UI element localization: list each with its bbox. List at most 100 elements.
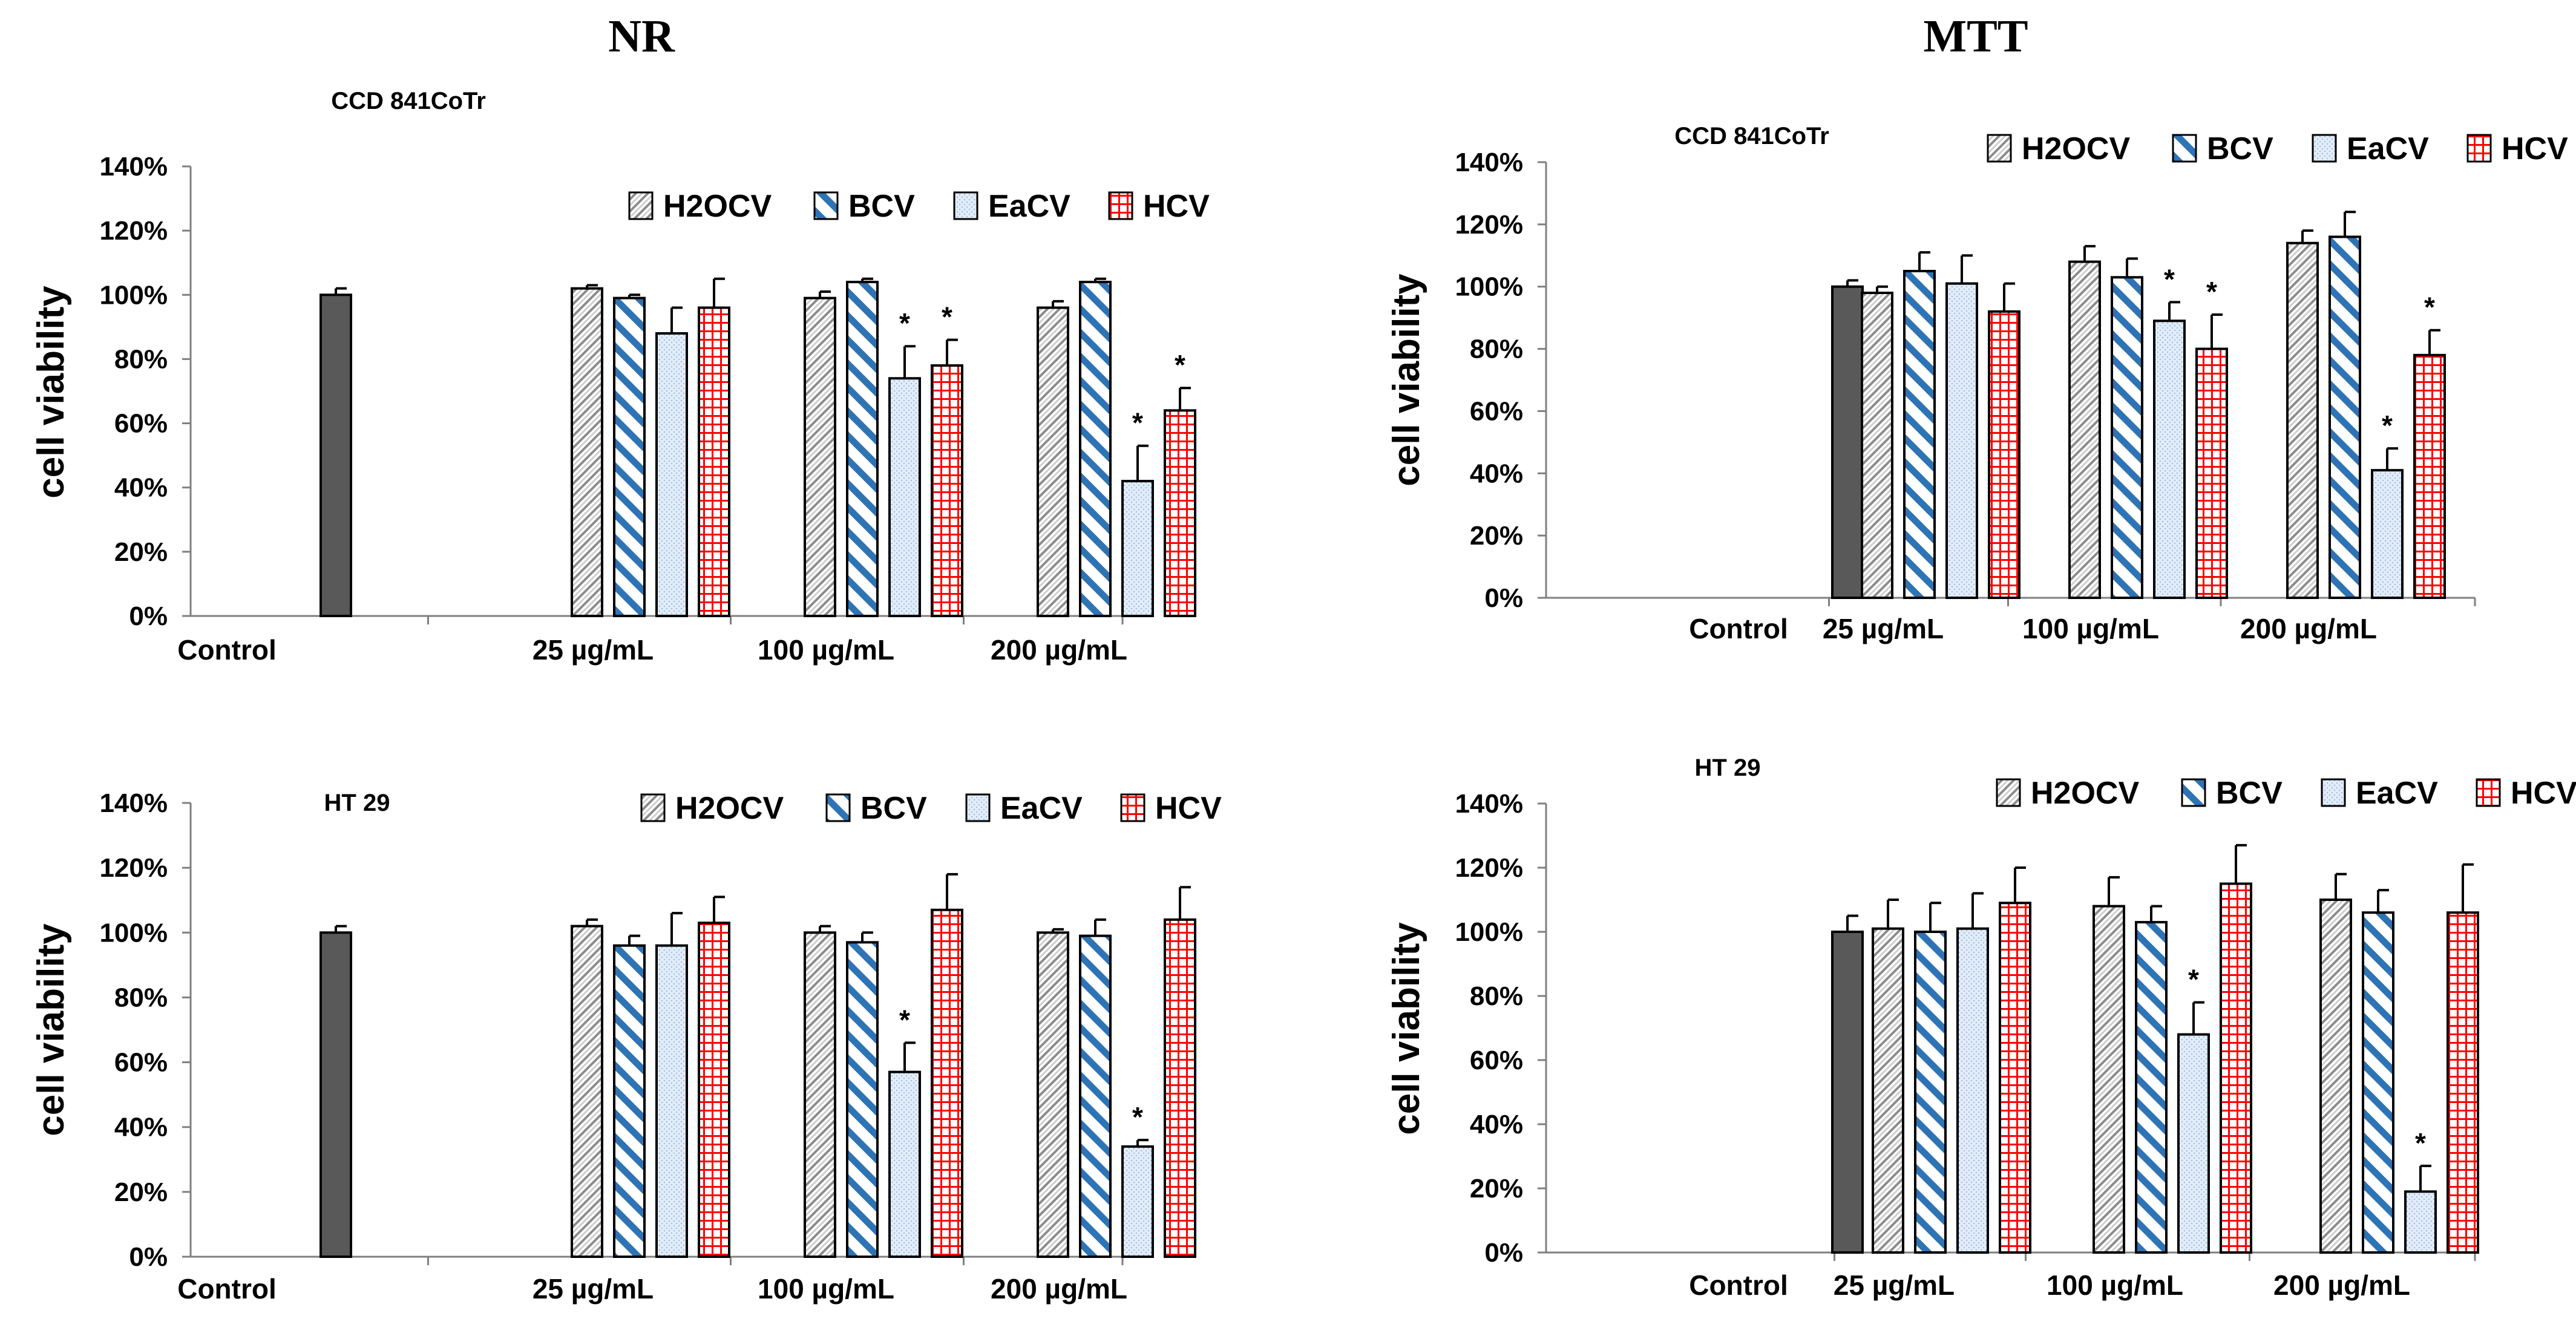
y-tick-label: 20% bbox=[114, 1177, 168, 1207]
y-tick-label: 0% bbox=[1484, 1238, 1523, 1268]
legend-swatch-h2ocv bbox=[1987, 134, 2012, 163]
x-category-label: 200 µg/mL bbox=[991, 1273, 1127, 1305]
y-axis-label: cell viability bbox=[1386, 273, 1427, 486]
bar-eacv bbox=[655, 332, 688, 617]
y-tick-label: 20% bbox=[1470, 1174, 1523, 1203]
bar-hcv bbox=[1988, 310, 2020, 599]
significance-marker: * bbox=[2188, 964, 2199, 995]
bar-hcv bbox=[2447, 911, 2479, 1254]
y-tick-label: 120% bbox=[1455, 210, 1523, 240]
significance-marker: * bbox=[899, 1004, 910, 1035]
legend-swatch-hcv bbox=[1108, 191, 1133, 220]
legend-swatch-eacv bbox=[953, 191, 978, 220]
bar-eacv bbox=[888, 1070, 921, 1258]
legend-label-h2ocv: H2OCV bbox=[663, 189, 772, 224]
x-category-label: 100 µg/mL bbox=[758, 634, 894, 666]
x-category-label: 100 µg/mL bbox=[758, 1273, 894, 1305]
bar-h2ocv bbox=[1872, 927, 1904, 1254]
y-tick-label: 120% bbox=[99, 216, 168, 246]
y-tick-label: 140% bbox=[1455, 789, 1523, 819]
panel-subtitle: CCD 841CoTr bbox=[331, 88, 486, 114]
legend-swatch-eacv bbox=[965, 793, 991, 822]
y-tick-label: 140% bbox=[99, 788, 168, 818]
x-category-label: 25 µg/mL bbox=[1834, 1269, 1955, 1301]
x-category-label: Control bbox=[177, 634, 277, 666]
bar-bcv bbox=[2362, 911, 2394, 1254]
x-category-label: 100 µg/mL bbox=[2047, 1269, 2183, 1301]
legend-swatch-bcv bbox=[2181, 778, 2206, 807]
x-category-label: 200 µg/mL bbox=[2240, 613, 2377, 644]
column-title-nr: NR bbox=[608, 11, 675, 62]
bar-bcv bbox=[1079, 281, 1112, 617]
y-tick-label: 60% bbox=[1470, 1046, 1523, 1075]
y-tick-label: 80% bbox=[114, 983, 168, 1012]
legend-label-eacv: EaCV bbox=[2356, 776, 2438, 811]
bar-bcv bbox=[846, 281, 879, 617]
legend-label-hcv: HCV bbox=[2502, 131, 2568, 166]
bar-bcv bbox=[1903, 270, 1936, 599]
x-category-label: 25 µg/mL bbox=[533, 634, 654, 666]
legend-swatch-hcv bbox=[1120, 793, 1145, 822]
legend-label-bcv: BCV bbox=[2216, 776, 2283, 811]
legend-label-h2ocv: H2OCV bbox=[2031, 776, 2139, 811]
bar-hcv bbox=[931, 908, 963, 1259]
y-tick-label: 60% bbox=[114, 409, 168, 439]
y-tick-label: 0% bbox=[1484, 583, 1523, 613]
significance-marker: * bbox=[1132, 407, 1143, 439]
x-category-label: Control bbox=[1689, 613, 1788, 644]
bar-hcv bbox=[1164, 409, 1196, 617]
legend-swatch-h2ocv bbox=[628, 191, 654, 220]
bar-bcv bbox=[1914, 931, 1947, 1254]
legend-label-hcv: HCV bbox=[1155, 791, 1222, 826]
bar-eacv bbox=[2371, 469, 2404, 600]
legend-label-bcv: BCV bbox=[2207, 131, 2273, 166]
bar-eacv bbox=[655, 944, 688, 1258]
bar-h2ocv bbox=[2286, 241, 2319, 599]
bar-eacv bbox=[2153, 319, 2186, 599]
legend-swatch-eacv bbox=[2312, 134, 2337, 163]
bar-bcv bbox=[2135, 921, 2168, 1254]
bar-h2ocv bbox=[1037, 306, 1069, 617]
bar-hcv bbox=[2195, 347, 2228, 599]
x-category-label: 100 µg/mL bbox=[2022, 613, 2159, 644]
legend-label-bcv: BCV bbox=[860, 791, 927, 826]
legend-swatch-bcv bbox=[825, 793, 851, 822]
legend-swatch-bcv bbox=[2172, 134, 2197, 163]
y-tick-label: 40% bbox=[1470, 1110, 1523, 1139]
x-category-label: 200 µg/mL bbox=[2273, 1269, 2410, 1301]
x-category-label: 200 µg/mL bbox=[991, 634, 1127, 666]
legend-swatch-h2ocv bbox=[1996, 778, 2021, 807]
legend-label-h2ocv: H2OCV bbox=[2022, 131, 2130, 166]
column-title-mtt: MTT bbox=[1923, 11, 2028, 62]
y-tick-label: 120% bbox=[1455, 853, 1523, 883]
y-tick-label: 40% bbox=[114, 1113, 168, 1142]
bar-eacv bbox=[888, 377, 921, 617]
legend-label-eacv: EaCV bbox=[1000, 791, 1083, 826]
y-tick-label: 40% bbox=[1470, 459, 1523, 488]
bar-h2ocv bbox=[2093, 905, 2125, 1254]
bar-bcv bbox=[2329, 235, 2361, 599]
legend-swatch-bcv bbox=[813, 191, 839, 220]
bar-hcv bbox=[2220, 882, 2252, 1254]
significance-marker: * bbox=[2424, 292, 2435, 323]
y-tick-label: 40% bbox=[114, 473, 168, 503]
x-category-label: 25 µg/mL bbox=[1823, 613, 1944, 644]
legend-label-hcv: HCV bbox=[1143, 189, 1210, 224]
bar-eacv bbox=[1121, 480, 1154, 617]
y-tick-label: 100% bbox=[1455, 917, 1523, 947]
y-tick-label: 20% bbox=[114, 537, 168, 567]
x-category-label: 25 µg/mL bbox=[533, 1273, 654, 1305]
y-tick-label: 20% bbox=[1470, 521, 1523, 551]
bar-hcv bbox=[698, 306, 730, 617]
chart-panel-1: CCD 841CoTr cell viability 0% 20% 40% 60% 80% 1… bbox=[30, 88, 1210, 666]
bar-bcv bbox=[613, 296, 646, 618]
bar-eacv bbox=[2404, 1190, 2437, 1254]
significance-marker: * bbox=[2382, 410, 2393, 441]
bar-hcv bbox=[698, 922, 730, 1258]
significance-marker: * bbox=[942, 301, 952, 333]
bar-bcv bbox=[2111, 276, 2143, 599]
legend-label-h2ocv: H2OCV bbox=[675, 791, 784, 826]
significance-marker: * bbox=[2164, 263, 2175, 295]
significance-marker: * bbox=[1132, 1101, 1143, 1133]
